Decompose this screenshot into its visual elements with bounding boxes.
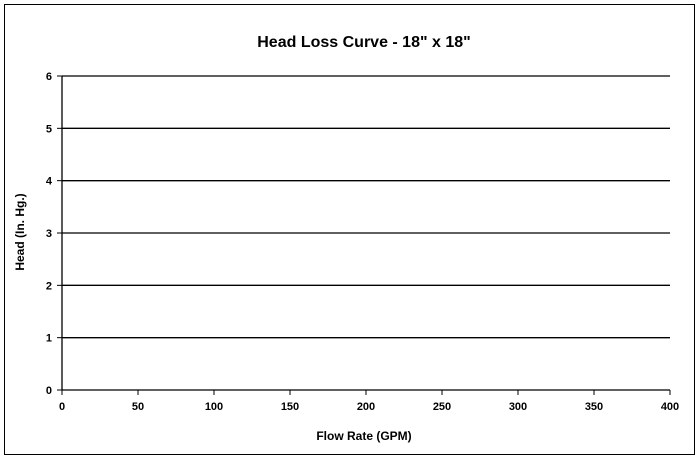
- gridlines: [62, 75, 670, 339]
- y-tick-label-3: 3: [46, 228, 52, 240]
- y-tick-label-0: 0: [46, 385, 52, 397]
- y-axis-label: Head (In. Hg.): [13, 193, 27, 270]
- x-axis-label: Flow Rate (GPM): [316, 429, 411, 443]
- x-tick-label-400: 400: [661, 401, 679, 413]
- x-tick-label-250: 250: [433, 401, 451, 413]
- x-axis-ticks: 0 50 100 150 200 250 300 350 400: [59, 390, 679, 413]
- x-tick-label-300: 300: [509, 401, 527, 413]
- x-tick-label-100: 100: [205, 401, 223, 413]
- y-tick-label-2: 2: [46, 280, 52, 292]
- x-tick-label-200: 200: [357, 401, 375, 413]
- x-tick-label-50: 50: [132, 401, 144, 413]
- y-tick-label-5: 5: [46, 123, 52, 135]
- x-tick-label-350: 350: [585, 401, 603, 413]
- chart-frame: [4, 4, 695, 455]
- y-tick-label-1: 1: [46, 333, 52, 345]
- x-tick-label-0: 0: [59, 401, 65, 413]
- chart-title: Head Loss Curve - 18" x 18": [257, 34, 470, 51]
- y-tick-label-6: 6: [46, 71, 52, 83]
- x-tick-label-150: 150: [281, 401, 299, 413]
- y-axis-ticks: 0 1 2 3 4 5 6: [46, 71, 62, 397]
- y-tick-label-4: 4: [46, 176, 53, 188]
